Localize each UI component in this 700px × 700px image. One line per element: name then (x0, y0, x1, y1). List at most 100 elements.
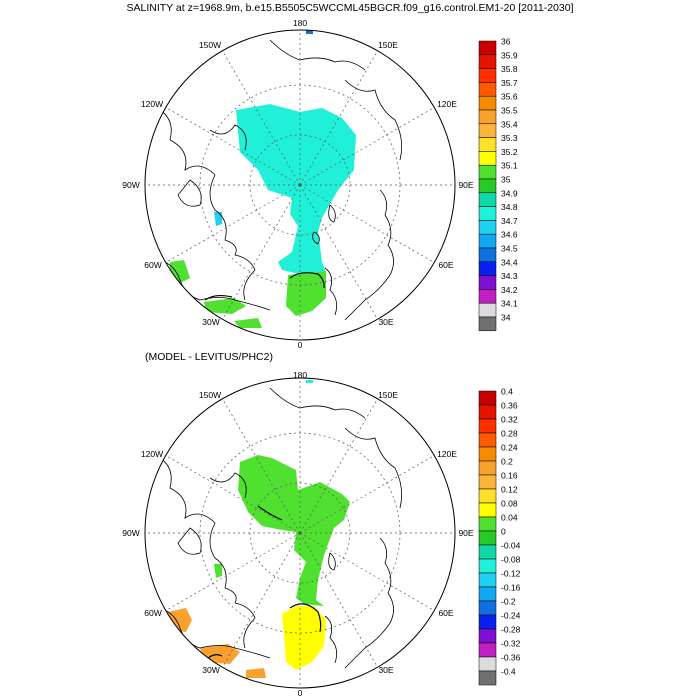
top-lon-label: 60E (438, 260, 453, 270)
colorbar-swatch (478, 220, 497, 235)
colorbar-label: -0.28 (501, 625, 521, 635)
colorbar-swatch (478, 530, 497, 546)
colorbar-label: 34.3 (501, 271, 518, 281)
top-lon-label: 60W (144, 260, 161, 270)
colorbar-label: 35.7 (501, 78, 518, 88)
top-lon-label: 150W (199, 40, 221, 50)
bottom-field-main (238, 455, 350, 606)
colorbar-label: 35.3 (501, 133, 518, 143)
top-lon-labels: 180 150E 120E 90E 60E 30E 0 30W 60W 90W … (122, 18, 474, 350)
colorbar-swatch (478, 261, 497, 276)
colorbar-swatch (478, 404, 497, 420)
top-field-south (234, 318, 262, 328)
bottom-lon-label: 60E (438, 608, 453, 618)
colorbar-swatch (478, 40, 497, 56)
top-lon-label: 90W (122, 180, 139, 190)
colorbar-swatch (478, 628, 497, 644)
colorbar-label: -0.04 (501, 541, 521, 551)
colorbar-label: 34.1 (501, 299, 518, 309)
top-lon-label: 30E (378, 317, 393, 327)
colorbar-swatch (478, 600, 497, 616)
colorbar-swatch (478, 233, 497, 249)
colorbar-label: -0.32 (501, 639, 521, 649)
colorbar-label: 0.4 (501, 387, 513, 397)
colorbar-label: 34 (501, 313, 511, 323)
colorbar-label: 0.12 (501, 485, 518, 495)
colorbar-label: 0.36 (501, 401, 518, 411)
colorbar-swatch (478, 642, 497, 658)
top-field-main (236, 104, 356, 275)
colorbar-swatch (478, 572, 497, 588)
colorbar-label: 0.16 (501, 471, 518, 481)
bottom-graticule (145, 378, 455, 688)
top-lon-label: 180 (293, 18, 307, 28)
bottom-lon-labels: 180 150E 120E 90E 60E 30E 0 30W 60W 90W … (122, 370, 474, 698)
colorbar-label: 35 (501, 175, 511, 185)
bottom-lon-label: 120E (437, 449, 457, 459)
colorbar-swatch (478, 302, 497, 318)
colorbar-swatch (478, 502, 497, 518)
bottom-lon-label: 90W (122, 528, 139, 538)
bottom-colorbar: 0.4 0.36 0.32 0.28 0.24 0.2 0.16 0.12 0.08 0.04 0 -… (478, 387, 521, 686)
colorbar-swatch (478, 247, 497, 263)
top-graticule (145, 30, 455, 340)
bottom-lon-label: 150W (199, 390, 221, 400)
colorbar-swatch (478, 488, 497, 504)
colorbar-label: 34.4 (501, 257, 518, 267)
colorbar-label: 35.8 (501, 64, 518, 74)
colorbar-swatch (478, 54, 497, 69)
colorbar-swatch (478, 418, 497, 434)
colorbar-swatch (478, 192, 497, 207)
colorbar-label: 0.2 (501, 457, 513, 467)
colorbar-swatch (478, 656, 497, 672)
top-title: SALINITY at z=1968.9m, b.e15.B5505C5WCCM… (127, 2, 574, 14)
bottom-field-atlantic (282, 606, 326, 670)
top-map (144, 29, 456, 341)
colorbar-swatch (478, 123, 497, 138)
top-map-border (144, 29, 456, 341)
colorbar-label: 0.32 (501, 415, 518, 425)
bottom-lon-label: 60W (144, 608, 161, 618)
colorbar-swatch (478, 109, 497, 125)
bottom-lon-label: 90E (458, 528, 473, 538)
colorbar-label: 34.9 (501, 188, 518, 198)
bottom-lon-label: 30W (202, 665, 219, 675)
colorbar-swatch (478, 68, 497, 83)
colorbar-swatch (478, 137, 497, 152)
top-lon-label: 150E (378, 40, 398, 50)
colorbar-label: 36 (501, 37, 511, 47)
colorbar-swatch (478, 558, 497, 574)
colorbar-swatch (478, 544, 497, 560)
colorbar-label: -0.36 (501, 653, 521, 663)
colorbar-swatch (478, 516, 497, 532)
colorbar-swatch (478, 164, 497, 180)
bottom-coastlines (159, 387, 403, 669)
top-lon-label: 30W (202, 317, 219, 327)
colorbar-label: -0.08 (501, 555, 521, 565)
top-field-atlantic (286, 271, 326, 316)
colorbar-swatch (478, 474, 497, 490)
bottom-lon-label: 180 (293, 370, 307, 380)
colorbar-label: 34.6 (501, 230, 518, 240)
colorbar-swatch (478, 289, 497, 304)
bottom-title: (MODEL - LEVITUS/PHC2) (145, 351, 273, 363)
top-field-southwest (204, 298, 246, 314)
top-coastlines (159, 39, 403, 321)
colorbar-label: -0.4 (501, 667, 516, 677)
top-field-small (214, 212, 222, 226)
colorbar-label: 34.5 (501, 244, 518, 254)
top-lon-label: 0 (298, 340, 303, 350)
colorbar-swatch (478, 82, 497, 97)
colorbar-swatch (478, 614, 497, 630)
colorbar-label: 0.28 (501, 429, 518, 439)
colorbar-label: -0.2 (501, 597, 516, 607)
colorbar-swatch (478, 151, 497, 166)
colorbar-label: 35.5 (501, 106, 518, 116)
colorbar-label: 0.24 (501, 443, 518, 453)
top-field-top (306, 30, 313, 34)
colorbar-label: 34.2 (501, 285, 518, 295)
top-lon-label: 90E (458, 180, 473, 190)
top-lon-label: 120E (437, 99, 457, 109)
colorbar-swatch (478, 460, 497, 476)
